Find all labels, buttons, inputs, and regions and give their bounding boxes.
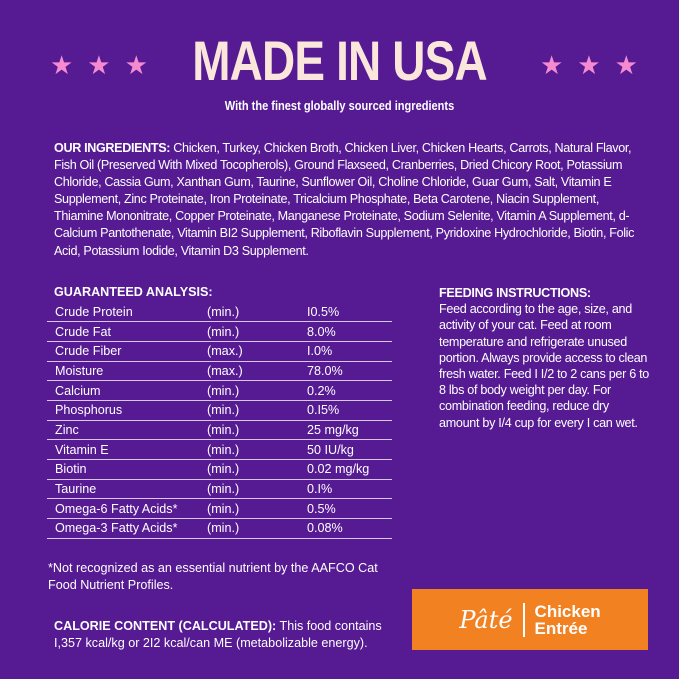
table-row: Taurine (min.) 0.I% (47, 479, 392, 500)
nutrient-value: 78.0% (299, 361, 392, 382)
table-row: Zinc (min.) 25 mg/kg (47, 420, 392, 441)
nutrient-name: Omega-3 Fatty Acids* (47, 518, 199, 539)
analysis-label: GUARANTEED ANALYSIS: (54, 285, 213, 299)
page-title: MADE IN USA (192, 29, 487, 92)
nutrient-qualifier: (min.) (199, 380, 299, 401)
table-row: Moisture (max.) 78.0% (47, 361, 392, 382)
table-row: Phosphorus (min.) 0.I5% (47, 400, 392, 421)
nutrient-name: Taurine (47, 479, 199, 500)
nutrient-value: 50 IU/kg (299, 439, 392, 460)
footnote: *Not recognized as an essential nutrient… (48, 561, 378, 592)
nutrient-qualifier: (min.) (199, 518, 299, 539)
nutrient-qualifier: (max.) (199, 341, 299, 362)
nutrient-qualifier: (max.) (199, 361, 299, 382)
table-row: Omega-3 Fatty Acids* (min.) 0.08% (47, 518, 392, 539)
nutrient-name: Omega-6 Fatty Acids* (47, 498, 199, 520)
nutrient-value: 0.08% (299, 518, 392, 539)
nutrient-value: 0.I% (299, 479, 392, 500)
nutrient-name: Zinc (47, 420, 199, 441)
nutrient-qualifier: (min.) (199, 400, 299, 421)
nutrient-value: 0.5% (299, 498, 392, 520)
nutrient-value: I.0% (299, 341, 392, 362)
table-row: Crude Fiber (max.) I.0% (47, 341, 392, 362)
nutrient-value: 8.0% (299, 321, 392, 342)
nutrient-qualifier: (min.) (199, 459, 299, 480)
nutrient-qualifier: (min.) (199, 321, 299, 342)
nutrient-qualifier: (min.) (199, 498, 299, 520)
nutrient-name: Crude Fiber (47, 341, 199, 362)
feeding-instructions: FEEDING INSTRUCTIONS: Feed according to t… (439, 285, 651, 431)
nutrient-qualifier: (min.) (199, 439, 299, 460)
feeding-text: Feed according to the age, size, and act… (439, 302, 650, 430)
badge-flavor: Chicken Entrée (535, 603, 601, 637)
nutrient-value: 0.2% (299, 380, 392, 401)
analysis-table: Crude Protein (min.) I0.5% Crude Fat (min.) 8… (47, 302, 392, 539)
table-row: Biotin (min.) 0.02 mg/kg (47, 459, 392, 480)
nutrient-name: Moisture (47, 361, 199, 382)
product-badge: Pâté Chicken Entrée (412, 589, 648, 650)
nutrient-name: Calcium (47, 380, 199, 401)
ingredients-text: Chicken, Turkey, Chicken Broth, Chicken … (54, 141, 635, 258)
ingredients: OUR INGREDIENTS: Chicken, Turkey, Chicke… (54, 140, 644, 260)
table-row: Crude Protein (min.) I0.5% (47, 302, 392, 323)
badge-style: Pâté (459, 605, 513, 634)
nutrient-value: 25 mg/kg (299, 420, 392, 441)
calorie-text: This food contains I,357 kcal/kg or 2I2 … (54, 619, 382, 650)
badge-line2: Entrée (534, 618, 588, 638)
nutrient-name: Phosphorus (47, 400, 199, 421)
stars-right: ★★★ (540, 50, 652, 80)
nutrient-value: I0.5% (299, 302, 392, 323)
calorie-content: CALORIE CONTENT (CALCULATED): This food … (54, 618, 394, 652)
table-row: Omega-6 Fatty Acids* (min.) 0.5% (47, 498, 392, 520)
table-row: Calcium (min.) 0.2% (47, 380, 392, 401)
nutrient-qualifier: (min.) (199, 302, 299, 323)
subtitle: With the finest globally sourced ingredi… (224, 98, 455, 113)
badge-divider (522, 602, 525, 637)
stars-left: ★★★ (50, 50, 162, 80)
nutrient-qualifier: (min.) (199, 420, 299, 441)
feeding-label: FEEDING INSTRUCTIONS: (439, 286, 591, 300)
nutrient-name: Crude Protein (47, 302, 199, 323)
nutrient-value: 0.I5% (299, 400, 392, 421)
table-row: Crude Fat (min.) 8.0% (47, 321, 392, 342)
nutrient-value: 0.02 mg/kg (299, 459, 392, 480)
ingredients-label: OUR INGREDIENTS: (54, 141, 171, 155)
nutrient-name: Crude Fat (47, 321, 199, 342)
badge-line1: Chicken (534, 601, 601, 621)
nutrient-name: Biotin (47, 459, 199, 480)
table-row: Vitamin E (min.) 50 IU/kg (47, 439, 392, 460)
calorie-label: CALORIE CONTENT (CALCULATED): (54, 619, 277, 633)
nutrient-qualifier: (min.) (199, 479, 299, 500)
nutrient-name: Vitamin E (47, 439, 199, 460)
